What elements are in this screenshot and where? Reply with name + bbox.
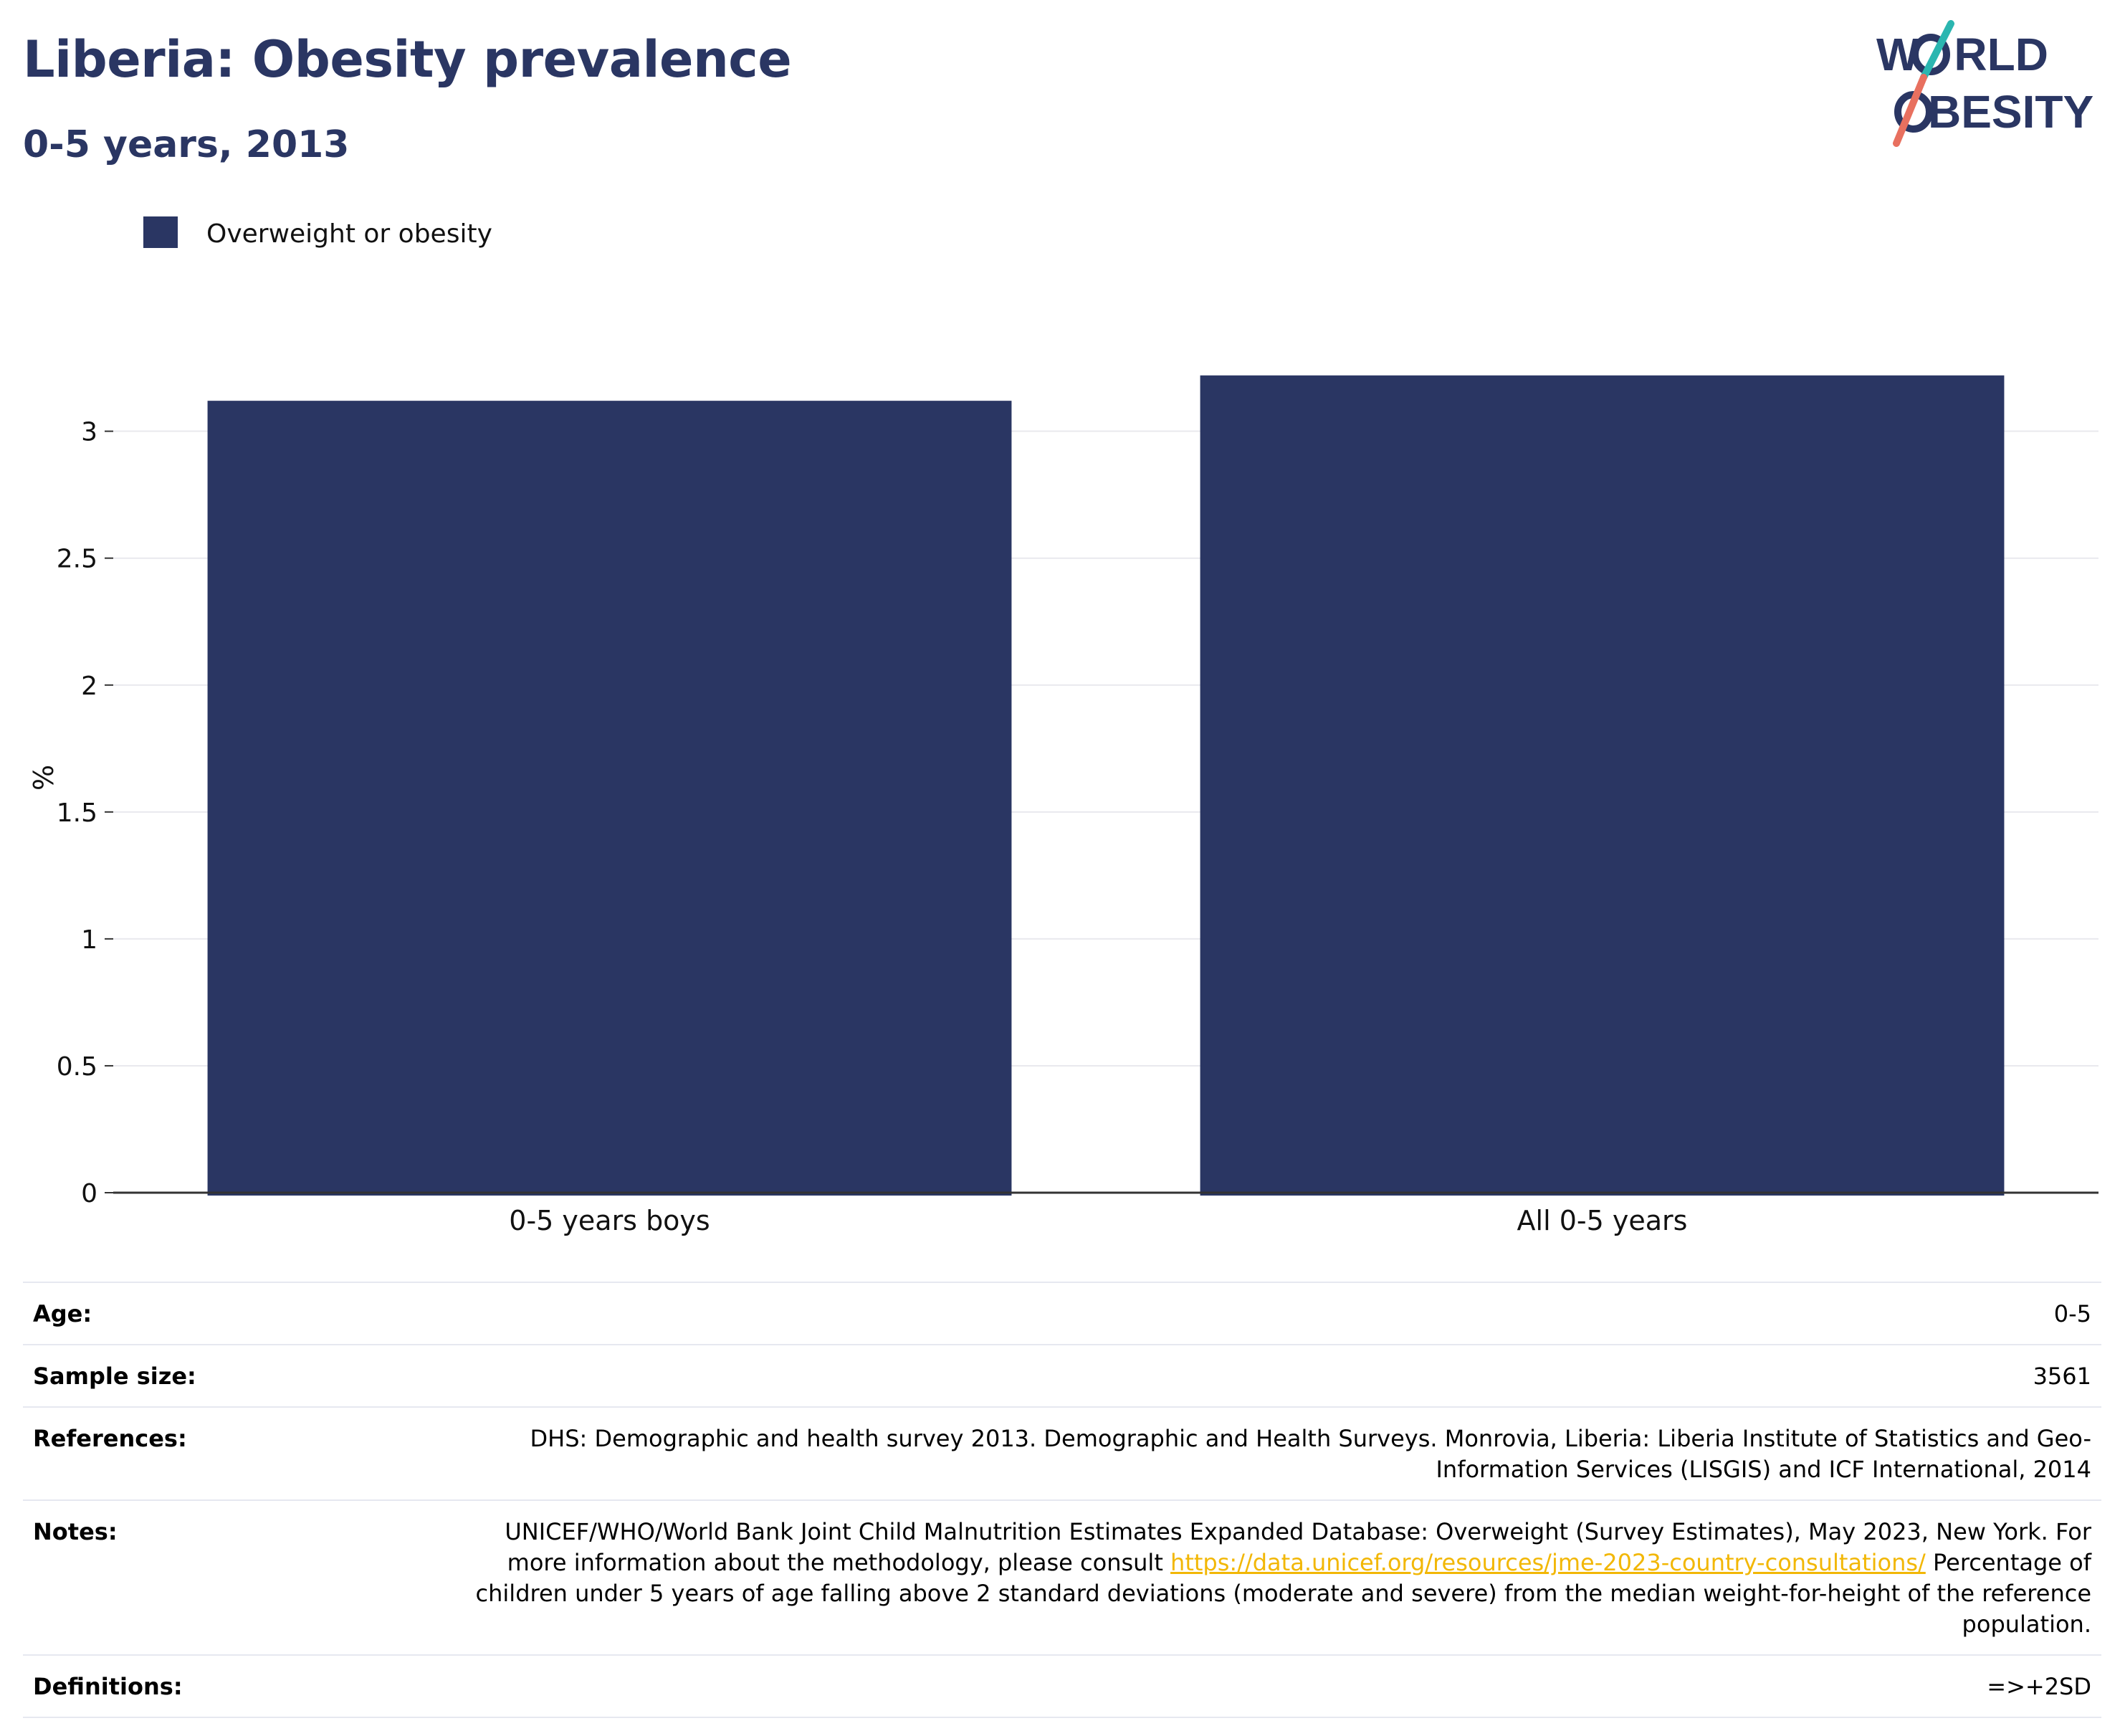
bar[interactable] xyxy=(1200,375,2005,1196)
logo-text-rld: RLD xyxy=(1954,29,2048,80)
meta-value: =>+2SD xyxy=(444,1654,2101,1718)
meta-row-sample-size: Sample size: 3561 xyxy=(23,1344,2101,1407)
svg-text:BESITY: BESITY xyxy=(1928,86,2093,138)
page-subtitle: 0-5 years, 2013 xyxy=(23,123,350,166)
x-tick-label: 0-5 years boys xyxy=(509,1205,710,1236)
notes-text-pre: UNICEF/WHO/World Bank Joint Child Malnut… xyxy=(505,1518,2091,1576)
y-axis-label: % xyxy=(28,765,59,791)
notes-text-post: Percentage of children under 5 years of … xyxy=(475,1549,2091,1638)
y-tick-label: 0 xyxy=(81,1179,97,1208)
meta-row-definitions: Definitions: =>+2SD xyxy=(23,1654,2101,1718)
y-tick-label: 1.5 xyxy=(57,798,97,828)
meta-value: 0-5 xyxy=(444,1282,2101,1345)
meta-value: 3561 xyxy=(444,1344,2101,1407)
world-obesity-logo: W RLD BESITY xyxy=(1876,20,2093,147)
logo-slash-top xyxy=(1920,20,1954,81)
logo-slash-bottom xyxy=(1893,74,1927,147)
bar-chart: Overweight or obesity 0 0.5 1 1.5 2 2.5 3 0-5 … xyxy=(28,216,2098,1236)
y-tick-label: 3 xyxy=(81,418,97,447)
logo-ring-top xyxy=(1911,34,1950,75)
y-tick-label: 2.5 xyxy=(57,545,97,574)
meta-label: Age: xyxy=(23,1282,444,1345)
meta-label: Notes: xyxy=(23,1499,444,1655)
meta-label: References: xyxy=(23,1406,444,1500)
methodology-link[interactable]: https://data.unicef.org/resources/jme-20… xyxy=(1170,1549,1926,1576)
y-tick-label: 2 xyxy=(81,672,97,701)
y-tick-labels: 0 0.5 1 1.5 2 2.5 3 xyxy=(57,418,113,1208)
meta-value: UNICEF/WHO/World Bank Joint Child Malnut… xyxy=(444,1499,2101,1655)
metadata-table: Age: 0-5 Sample size: 3561 References: D… xyxy=(23,1282,2101,1718)
logo-text-besity: BESITY xyxy=(1928,86,2093,138)
meta-row-notes: Notes: UNICEF/WHO/World Bank Joint Child… xyxy=(23,1499,2101,1655)
page-title: Liberia: Obesity prevalence xyxy=(23,30,792,89)
meta-label: Definitions: xyxy=(23,1654,444,1718)
y-tick-label: 1 xyxy=(81,925,97,955)
x-tick-labels: 0-5 years boys All 0-5 years xyxy=(509,1205,1687,1236)
legend-label: Overweight or obesity xyxy=(206,219,492,249)
meta-value: DHS: Demographic and health survey 2013.… xyxy=(444,1406,2101,1500)
meta-label: Sample size: xyxy=(23,1344,444,1407)
chart-bars xyxy=(207,375,2005,1196)
bar[interactable] xyxy=(207,401,1012,1196)
legend-swatch xyxy=(143,216,178,248)
y-tick-label: 0.5 xyxy=(57,1052,97,1082)
x-tick-label: All 0-5 years xyxy=(1517,1205,1688,1236)
chart-legend: Overweight or obesity xyxy=(143,216,492,249)
meta-row-references: References: DHS: Demographic and health … xyxy=(23,1406,2101,1500)
meta-row-age: Age: 0-5 xyxy=(23,1282,2101,1345)
